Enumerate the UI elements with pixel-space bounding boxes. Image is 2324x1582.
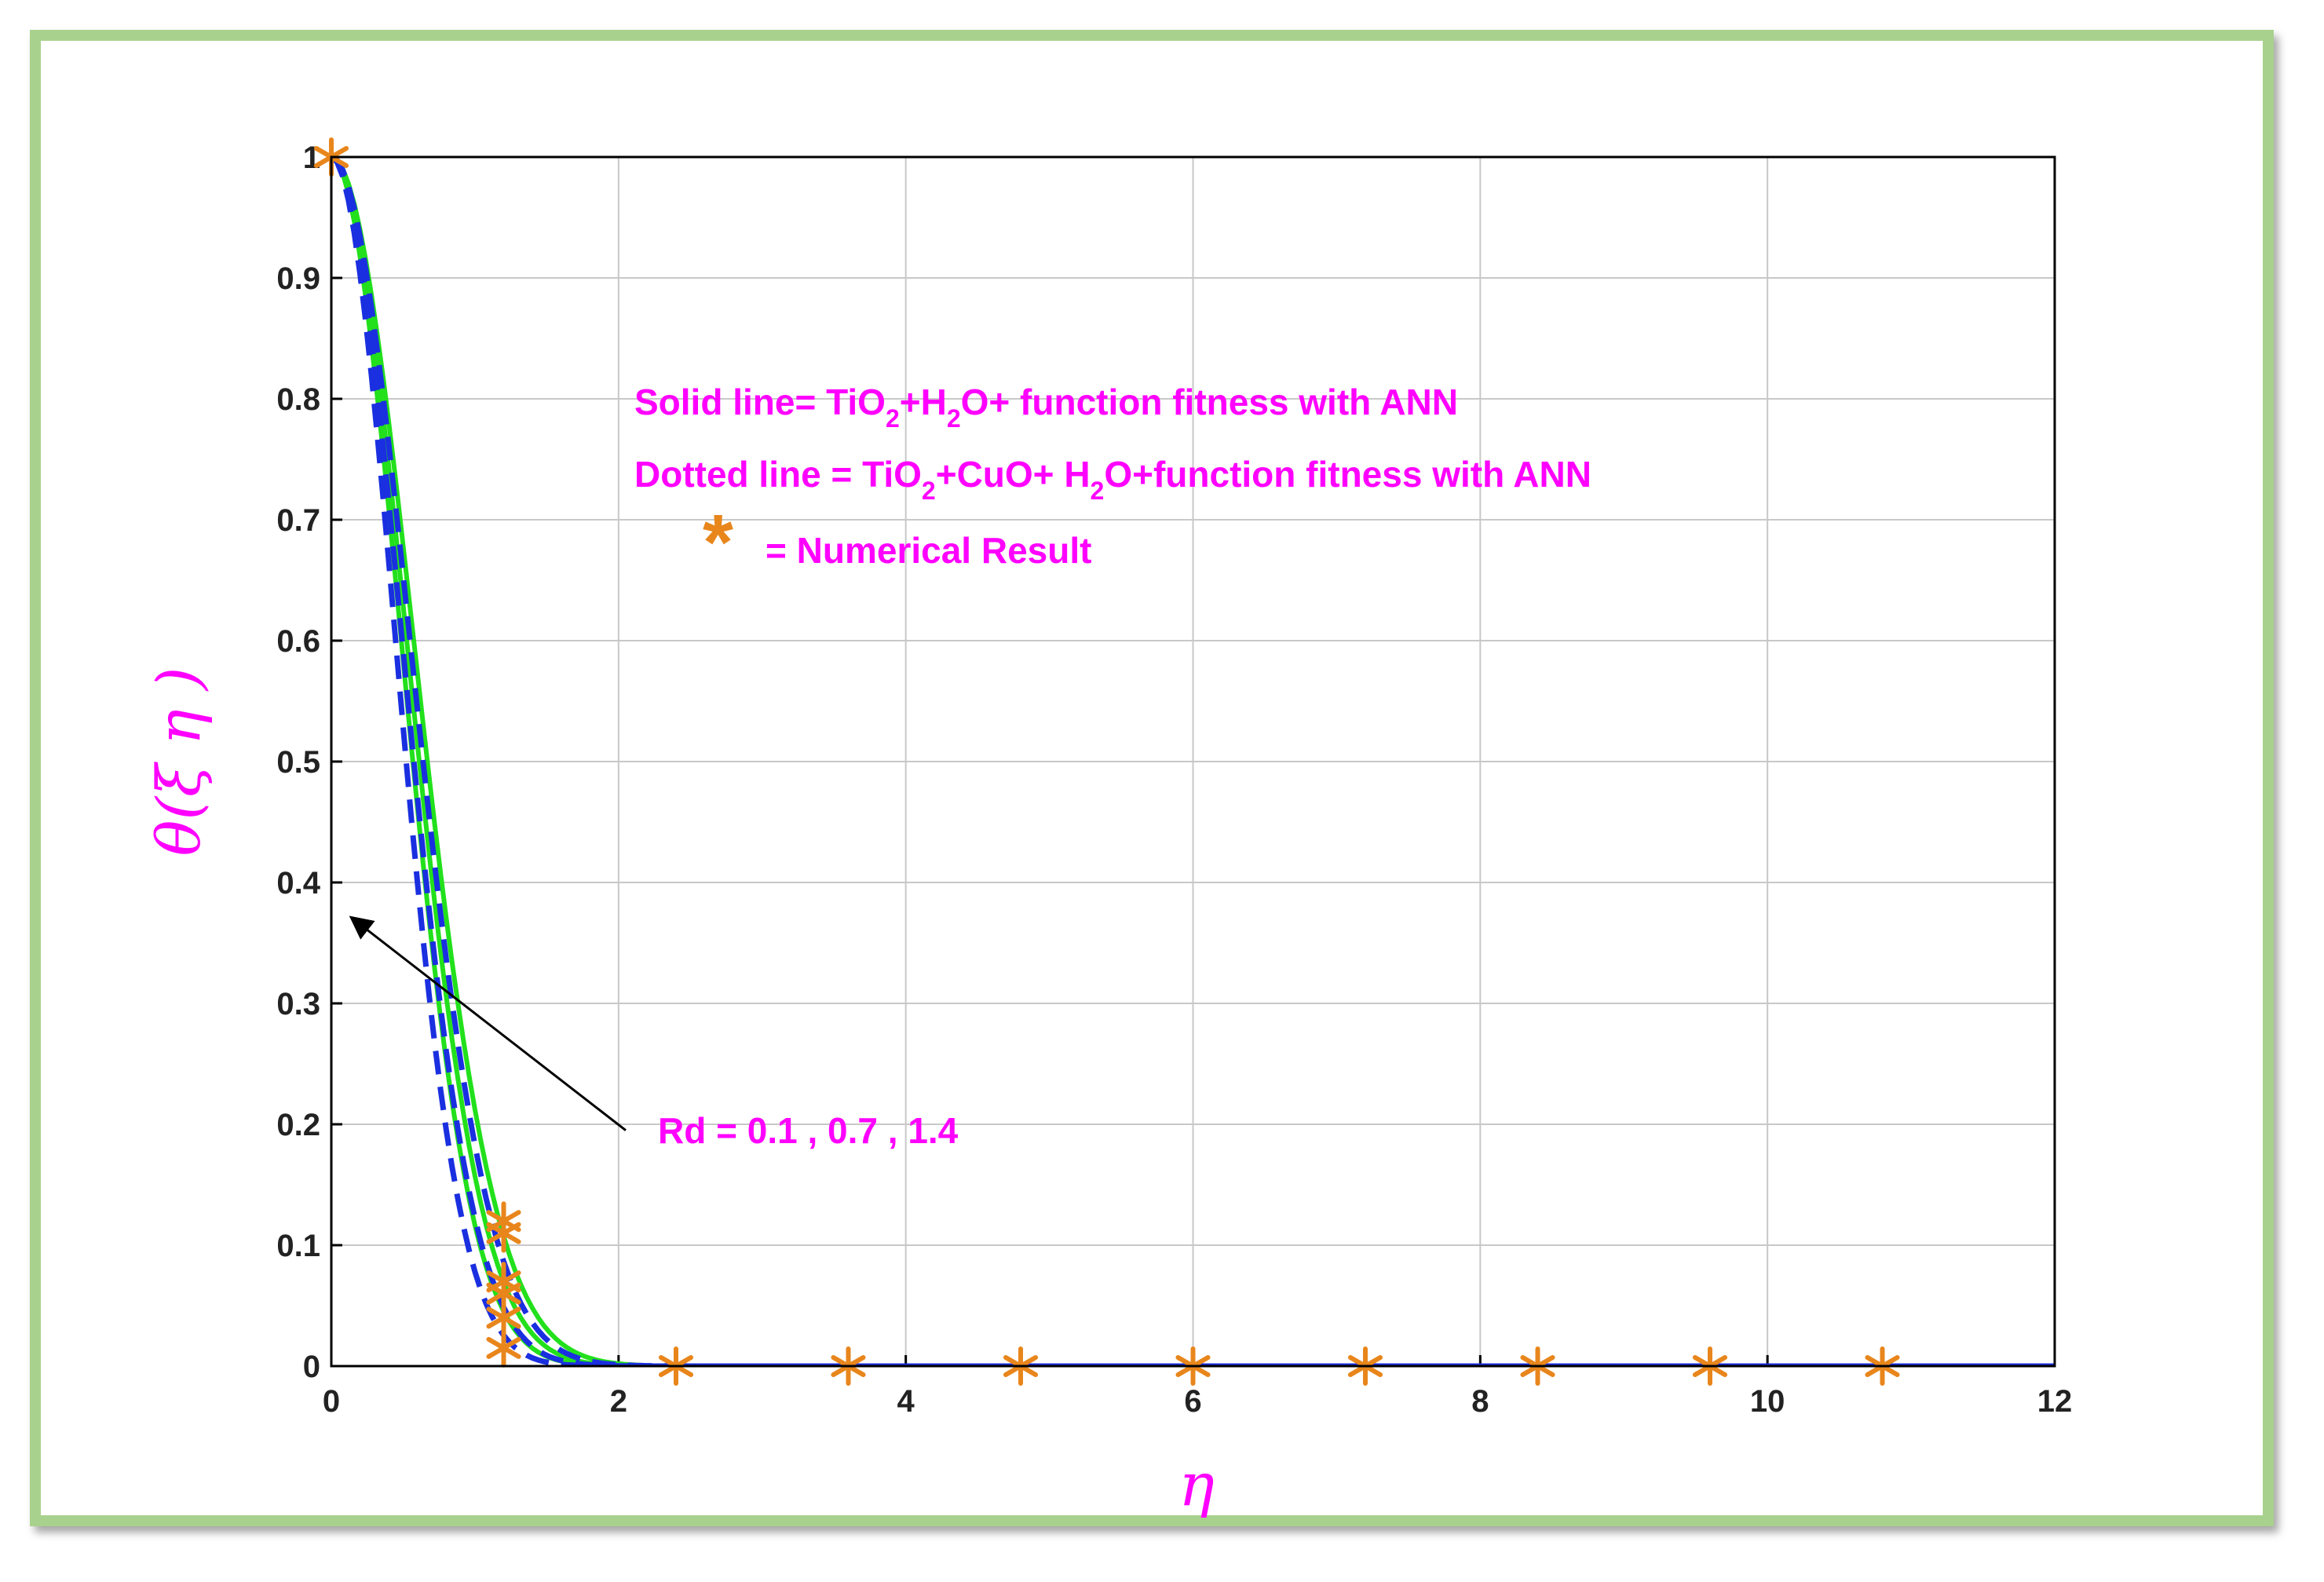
y-tick-label: 0.8 <box>276 382 320 417</box>
y-tick-label: 0.1 <box>276 1229 320 1263</box>
y-tick-label: 1 <box>303 141 320 175</box>
legend-solid: Solid line= TiO2+H2O+ function fitness w… <box>634 382 1458 433</box>
legend-marker-symbol: * <box>703 499 733 586</box>
x-axis-label: η <box>1178 1449 1215 1519</box>
plot-border <box>330 155 2056 1368</box>
y-tick-label: 0.5 <box>276 745 320 780</box>
x-tick-label: 0 <box>323 1384 340 1419</box>
ticks: 0 2 4 6 8 10 12 0 0.1 0.2 0.3 0.4 0.5 0.6 0.7 0.8 0.9 1 <box>276 141 2072 1419</box>
x-tick-label: 6 <box>1184 1384 1201 1419</box>
x-tick-label: 10 <box>1750 1384 1785 1419</box>
y-tick-label: 0.4 <box>276 866 320 901</box>
data-marker <box>486 1213 521 1253</box>
y-tick-label: 0.6 <box>276 624 320 659</box>
y-tick-label: 0.7 <box>276 503 320 538</box>
y-tick-label: 0.9 <box>276 261 320 296</box>
x-tick-label: 2 <box>610 1384 627 1419</box>
y-axis-label: θ(ξ η ) <box>144 667 214 857</box>
annotation-rd: Rd = 0.1 , 0.7 , 1.4 <box>658 1110 959 1151</box>
annotation-arrow <box>349 915 627 1131</box>
y-tick-label: 0.2 <box>276 1108 320 1142</box>
data-marker <box>486 1328 521 1368</box>
x-tick-label: 12 <box>2037 1384 2073 1419</box>
legend-marker-text: = Numerical Result <box>766 530 1091 571</box>
legend-dotted: Dotted line = TiO2+CuO+ H2O+function fit… <box>634 454 1591 505</box>
x-tick-label: 8 <box>1471 1384 1489 1419</box>
y-tick-label: 0.3 <box>276 987 320 1021</box>
y-tick-label: 0 <box>303 1350 320 1384</box>
x-tick-label: 4 <box>897 1384 915 1419</box>
